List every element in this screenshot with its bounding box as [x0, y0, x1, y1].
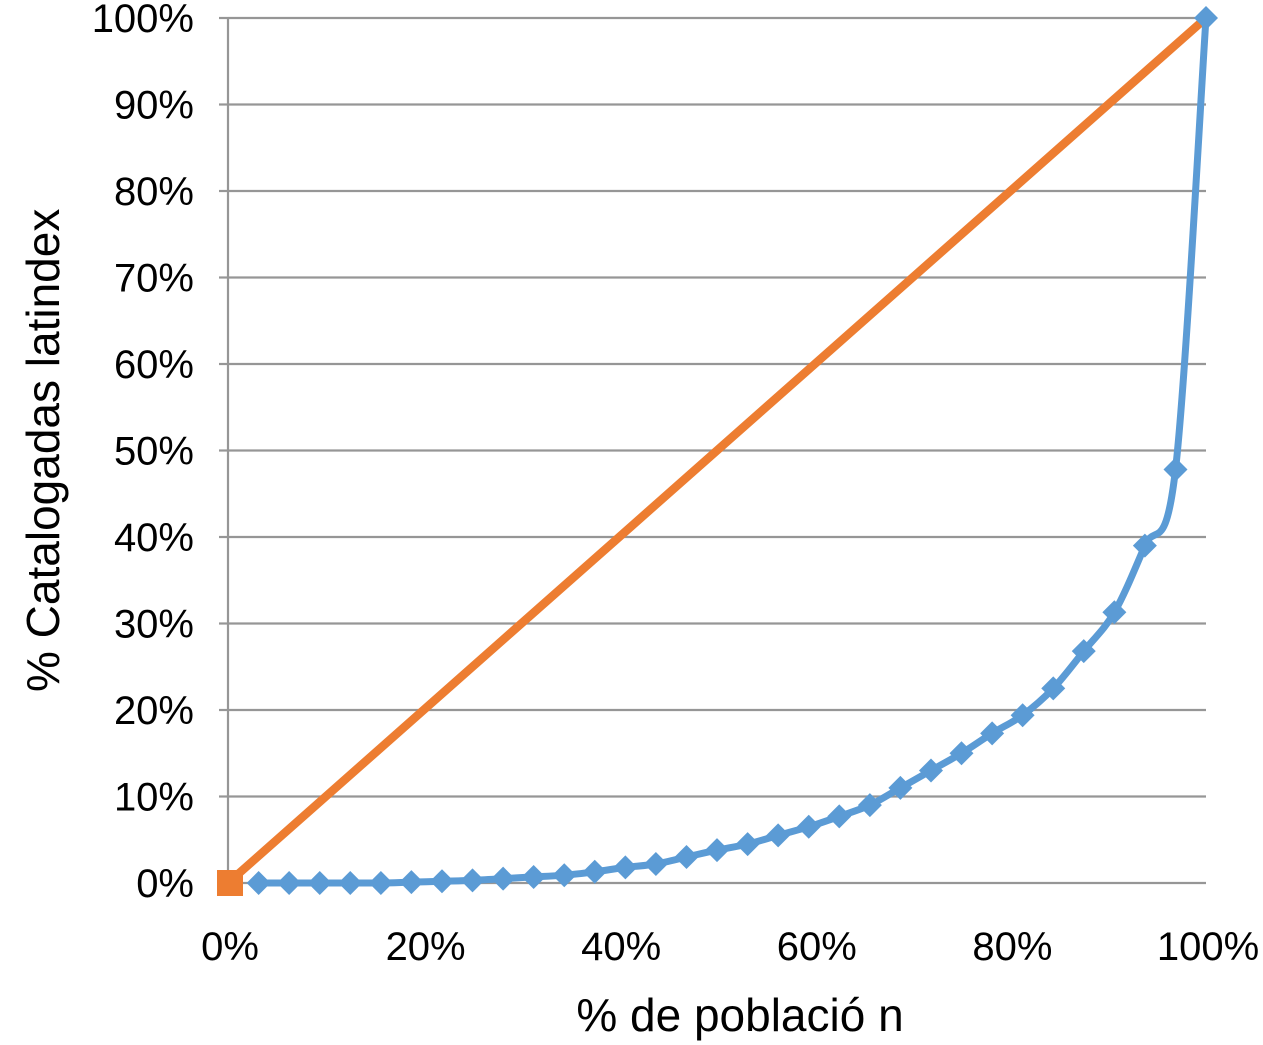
lorenz-curve-marker	[918, 758, 943, 783]
lorenz-curve-marker	[399, 870, 424, 895]
lorenz-curve-marker	[735, 832, 760, 857]
lorenz-curve-marker	[491, 866, 516, 891]
lorenz-curve-marker	[827, 804, 852, 829]
lorenz-curve-marker	[460, 868, 485, 893]
lorenz-curve-marker	[1041, 676, 1066, 701]
y-axis-title: % Catalogadas latindex	[17, 208, 69, 692]
lorenz-curve-marker	[796, 814, 821, 839]
y-tick-label: 70%	[114, 257, 194, 301]
lorenz-curve-marker	[582, 859, 607, 884]
x-tick-label: 40%	[581, 925, 661, 969]
lorenz-curve-marker	[766, 823, 791, 848]
line-of-equality-marker	[217, 870, 243, 896]
lorenz-curve-marker	[1132, 533, 1157, 558]
lorenz-curve-marker	[429, 869, 454, 894]
y-tick-label: 40%	[114, 516, 194, 560]
lorenz-curve-marker	[307, 871, 332, 895]
x-tick-label: 80%	[972, 925, 1052, 969]
lorenz-curve-marker	[643, 851, 668, 876]
lorenz-curve-marker	[552, 863, 577, 888]
y-tick-label: 0%	[136, 862, 194, 906]
y-tick-label: 60%	[114, 343, 194, 387]
lorenz-curve-marker	[246, 871, 271, 895]
lorenz-curve-marker	[613, 855, 638, 880]
x-tick-label: 20%	[386, 925, 466, 969]
lorenz-curve-marker	[980, 721, 1005, 746]
lorenz-curve-marker	[521, 864, 546, 889]
lorenz-curve-marker	[1071, 639, 1096, 664]
x-tick-label: 100%	[1157, 925, 1259, 969]
y-tick-label: 30%	[114, 603, 194, 647]
lorenz-curve-marker	[705, 838, 729, 863]
lorenz-curve-marker	[277, 871, 302, 895]
line-of-equality-line	[223, 13, 1211, 888]
lorenz-curve-marker	[674, 845, 699, 870]
lorenz-curve-marker	[1010, 703, 1035, 728]
lorenz-curve-marker	[949, 741, 974, 766]
lorenz-curve-marker	[1102, 600, 1127, 625]
y-tick-label: 90%	[114, 84, 194, 128]
y-tick-label: 20%	[114, 689, 194, 733]
x-axis-title: % de població n	[576, 989, 904, 1041]
lorenz-curve-line	[255, 14, 1210, 887]
x-tick-label: 0%	[201, 925, 259, 969]
lorenz-curve-marker	[1194, 6, 1218, 30]
lorenz-curve-marker	[368, 871, 393, 895]
lorenz-curve-marker	[338, 871, 363, 895]
lorenz-curve-marker	[1163, 457, 1188, 482]
y-tick-label: 80%	[114, 170, 194, 214]
y-tick-label: 10%	[114, 776, 194, 820]
y-tick-label: 100%	[92, 0, 194, 41]
lorenz-curve-marker	[888, 775, 913, 800]
lorenz-curve-marker	[857, 793, 882, 818]
y-tick-label: 50%	[114, 430, 194, 474]
x-tick-label: 60%	[777, 925, 857, 969]
